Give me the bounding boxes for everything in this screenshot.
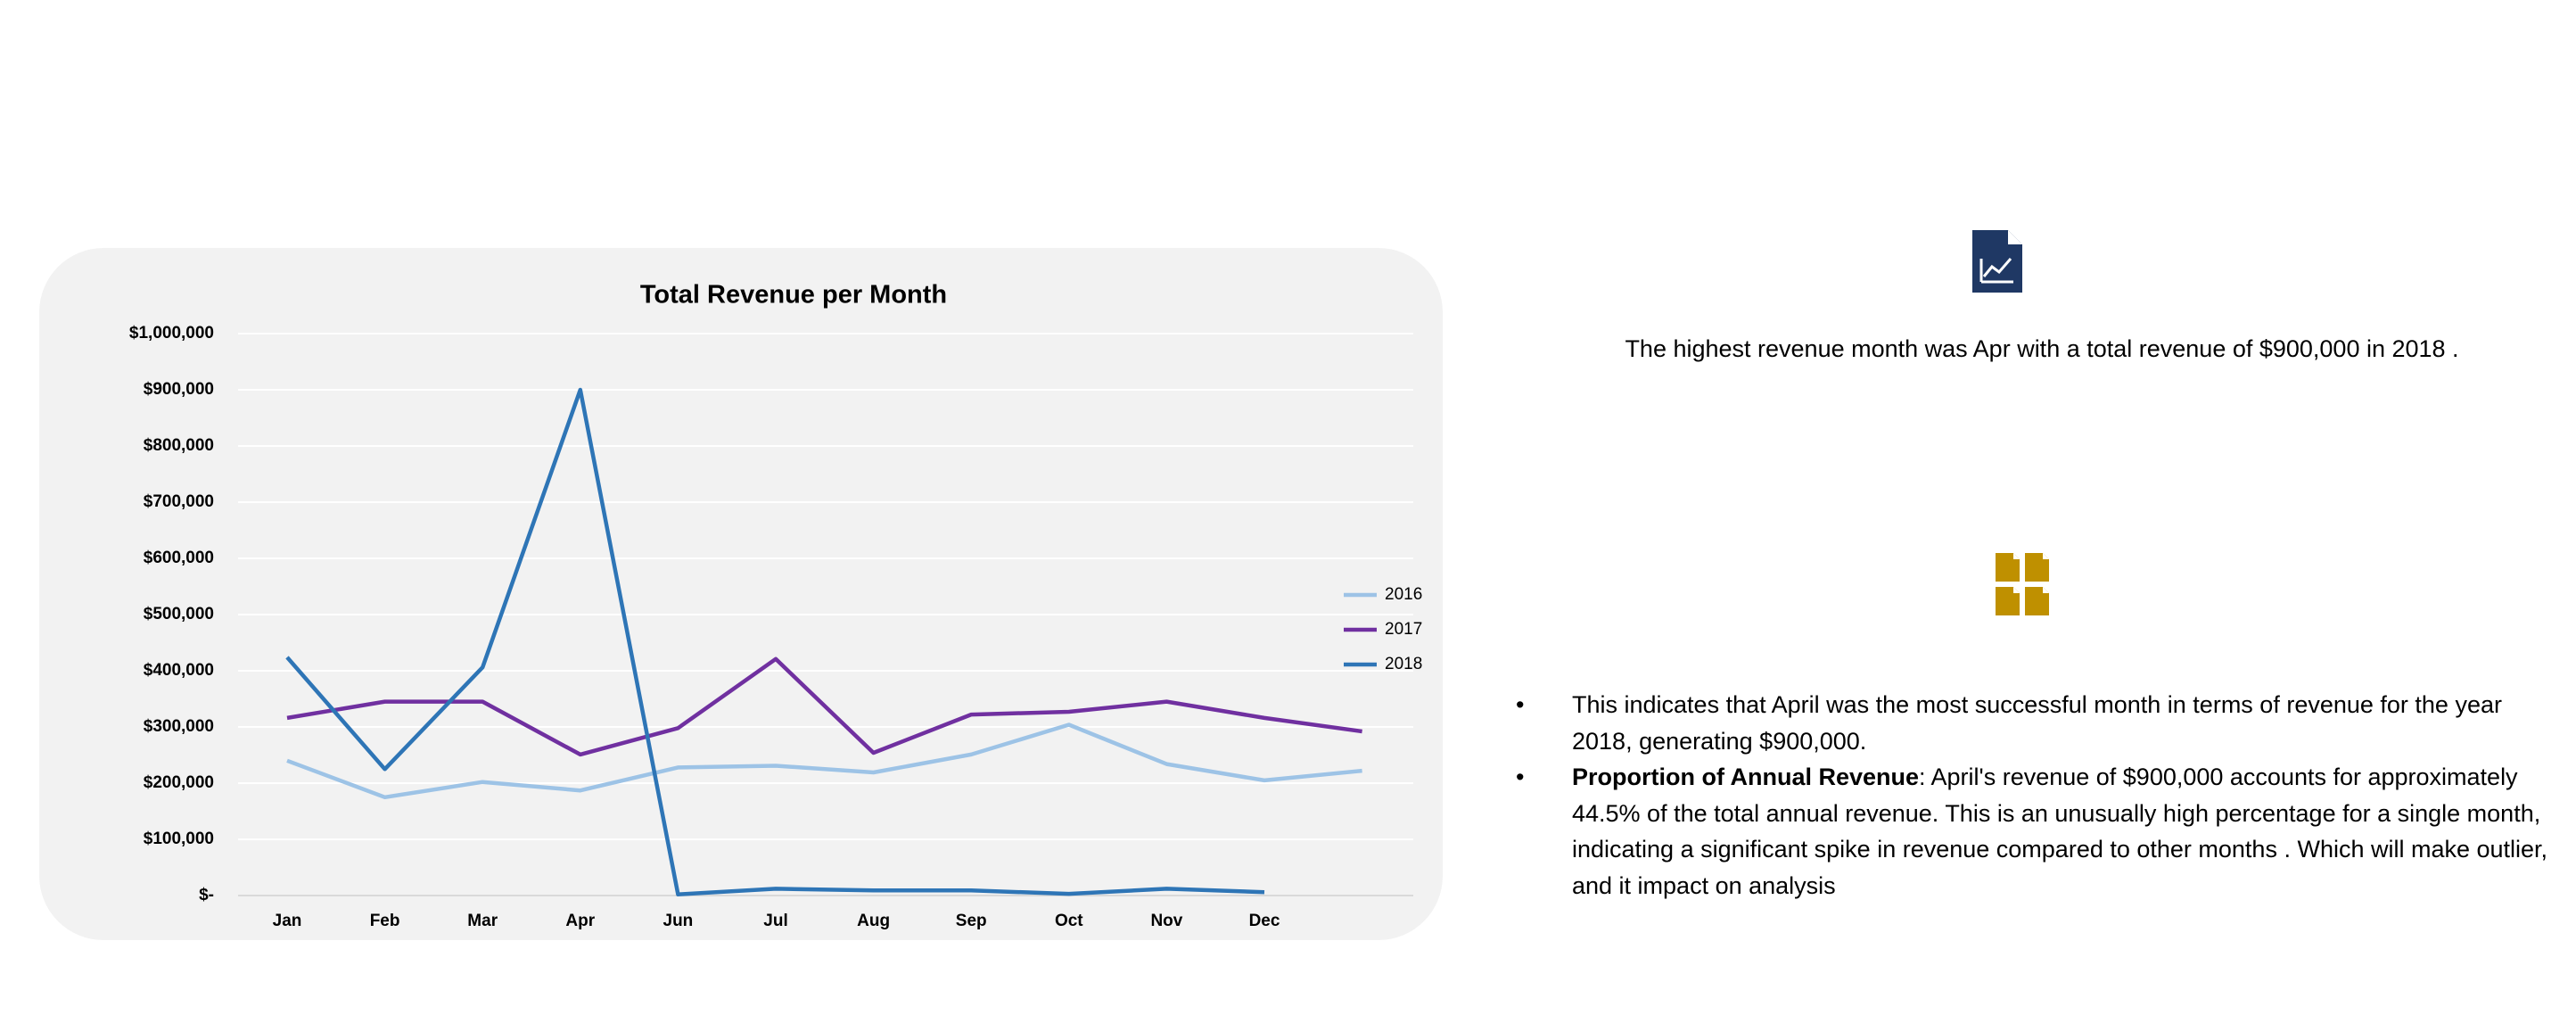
x-tick-label: Oct: [1055, 912, 1083, 930]
chart: Total Revenue per Month $- $100,000 $200,0…: [39, 248, 1443, 940]
y-tick-label: $1,000,000: [129, 324, 214, 343]
x-tick-label: Sep: [956, 912, 987, 930]
y-tick-label: $600,000: [144, 549, 214, 567]
grid-icon: [1996, 553, 2049, 615]
series-line: [286, 722, 1362, 800]
y-tick-label: $300,000: [144, 717, 214, 736]
headline: The highest revenue month was Apr with a…: [1625, 335, 2459, 362]
x-tick-label: Jan: [273, 912, 302, 930]
insight-list: This indicates that April was the most s…: [1516, 687, 2564, 904]
x-tick-label: Nov: [1150, 912, 1182, 930]
legend-label: 2016: [1385, 585, 1422, 604]
insight-item: This indicates that April was the most s…: [1516, 687, 2564, 759]
y-tick-label: $400,000: [144, 661, 214, 680]
y-tick-label: $700,000: [144, 492, 214, 511]
y-tick-label: $900,000: [144, 380, 214, 399]
x-tick-label: Jul: [763, 912, 787, 930]
chart-background: [39, 248, 1443, 940]
series-line: [286, 656, 1362, 757]
x-tick-label: Mar: [467, 912, 498, 930]
y-tick-label: $100,000: [144, 830, 214, 848]
insight-item: Proportion of Annual Revenue: April's re…: [1516, 759, 2564, 904]
legend-label: 2018: [1385, 655, 1422, 673]
legend-label: 2017: [1385, 620, 1422, 639]
insight-text: : April's revenue of $900,000 accounts f…: [1572, 764, 2548, 899]
x-tick-label: Feb: [370, 912, 400, 930]
x-tick-label: Dec: [1249, 912, 1280, 930]
y-tick-label: $800,000: [144, 436, 214, 455]
x-tick-label: Jun: [663, 912, 694, 930]
x-tick-label: Aug: [857, 912, 890, 930]
y-tick-label: $500,000: [144, 605, 214, 623]
x-tick-label: Apr: [565, 912, 595, 930]
y-tick-label: $200,000: [144, 773, 214, 792]
insight-text: This indicates that April was the most s…: [1572, 691, 2502, 755]
chart-title: Total Revenue per Month: [640, 281, 947, 310]
y-tick-label: $-: [199, 886, 214, 904]
insight-heading: Proportion of Annual Revenue: [1572, 764, 1920, 790]
series-line: [285, 387, 1265, 896]
chart-icon: [1972, 230, 2022, 293]
